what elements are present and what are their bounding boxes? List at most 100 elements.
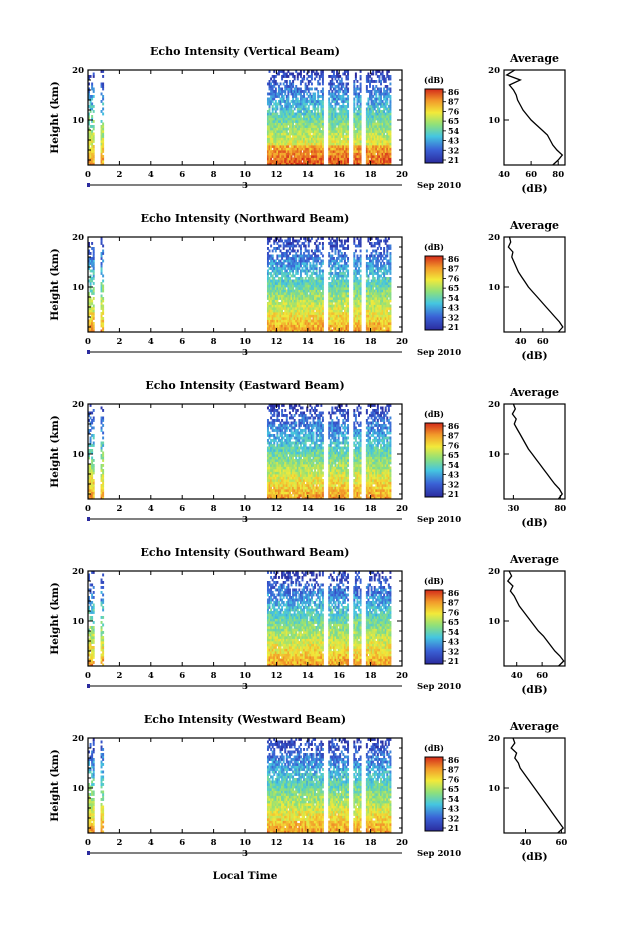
heatmap-cell <box>321 289 324 293</box>
heatmap-cell <box>287 264 290 268</box>
heatmap-cell <box>329 82 332 86</box>
heatmap-cell <box>287 160 290 163</box>
heatmap-cell <box>281 324 284 328</box>
heatmap-cell <box>334 75 337 78</box>
heatmap-cell <box>380 87 382 91</box>
heatmap-cell <box>359 254 362 258</box>
heatmap-cell <box>271 87 274 91</box>
heatmap-cell <box>282 107 285 111</box>
heatmap-cell <box>277 269 280 273</box>
heatmap-cell <box>381 127 384 131</box>
heatmap-cell <box>328 324 331 328</box>
heatmap-cell <box>92 87 95 91</box>
heatmap-cell <box>279 254 282 258</box>
heatmap-cell <box>285 272 288 275</box>
heatmap-cell <box>347 322 350 325</box>
heatmap-cell <box>367 152 370 156</box>
heatmap-cell <box>92 269 95 273</box>
heatmap-cell <box>299 299 302 303</box>
heatmap-cell <box>389 162 392 166</box>
heatmap-cell <box>277 120 280 123</box>
heatmap-cell <box>336 135 339 138</box>
heatmap-cell <box>384 92 387 96</box>
heatmap-cell <box>345 120 348 123</box>
heatmap-cell <box>312 329 315 333</box>
heatmap-cell <box>317 259 320 263</box>
heatmap-cell <box>339 304 342 308</box>
heatmap-cell <box>301 162 304 166</box>
heatmap-cell <box>284 72 287 76</box>
heatmap-cell <box>290 112 293 116</box>
heatmap-cell <box>314 272 317 275</box>
heatmap-cell <box>345 267 348 270</box>
heatmap-cell <box>266 145 269 148</box>
heatmap-cell <box>307 140 310 143</box>
heatmap-cell <box>317 110 320 113</box>
heatmap-cell <box>274 145 277 148</box>
heatmap-cell <box>91 117 94 121</box>
heatmap-cell <box>284 312 287 315</box>
heatmap-cell <box>372 85 375 88</box>
heatmap-cell <box>306 249 309 253</box>
heatmap-cell <box>287 242 290 245</box>
heatmap-cell <box>334 135 337 138</box>
heatmap-cell <box>358 87 361 91</box>
heatmap-cell <box>375 97 378 101</box>
heatmap-cell <box>102 284 105 288</box>
heatmap-cell <box>296 87 299 91</box>
heatmap-cell <box>356 162 359 166</box>
heatmap-cell <box>353 112 356 116</box>
heatmap-cell <box>292 150 295 153</box>
heatmap-cell <box>334 152 337 156</box>
heatmap-cell <box>284 297 287 300</box>
heatmap-cell <box>102 70 105 73</box>
heatmap-cell <box>332 279 335 283</box>
heatmap-cell <box>359 162 362 166</box>
heatmap-cell <box>331 277 334 280</box>
heatmap-cell <box>334 289 337 293</box>
heatmap-cell <box>317 105 320 108</box>
heatmap-cell <box>270 299 273 303</box>
heatmap-cell <box>387 160 390 163</box>
heatmap-cell <box>375 137 378 141</box>
heatmap-cell <box>284 132 287 136</box>
heatmap-cell <box>273 262 276 265</box>
heatmap-cell <box>277 125 280 128</box>
heatmap-cell <box>309 162 312 166</box>
heatmap-cell <box>369 127 371 131</box>
heatmap-cell <box>329 140 332 143</box>
heatmap-cell <box>88 155 90 158</box>
heatmap-cell <box>287 262 290 265</box>
heatmap-cell <box>309 274 312 278</box>
heatmap-cell <box>102 127 105 131</box>
heatmap-cell <box>354 147 357 151</box>
heatmap-cell <box>343 92 346 96</box>
heatmap-cell <box>266 97 269 101</box>
heatmap-cell <box>271 294 274 298</box>
heatmap-cell <box>380 95 382 98</box>
heatmap-cell <box>359 112 362 116</box>
heatmap-cell <box>271 90 274 93</box>
heatmap-cell <box>328 307 331 310</box>
heatmap-cell <box>307 95 310 98</box>
heatmap-cell <box>331 284 334 288</box>
heatmap-cell <box>279 277 282 280</box>
heatmap-cell <box>336 157 339 161</box>
heatmap-cell <box>380 132 382 136</box>
heatmap-cell <box>102 107 105 111</box>
heatmap-cell <box>334 147 337 151</box>
heatmap-cell <box>384 152 387 156</box>
heatmap-cell <box>298 284 301 288</box>
heatmap-cell <box>321 130 324 133</box>
heatmap-cell <box>353 254 356 258</box>
heatmap-cell <box>336 292 339 295</box>
heatmap-cell <box>312 269 315 273</box>
heatmap-cell <box>290 72 293 76</box>
heatmap-cell <box>365 85 368 88</box>
heatmap-cell <box>369 132 371 136</box>
heatmap-cell <box>290 262 293 265</box>
heatmap-cell <box>314 137 317 141</box>
heatmap-cell <box>277 324 280 328</box>
heatmap-cell <box>268 155 271 158</box>
heatmap-cell <box>91 307 94 310</box>
